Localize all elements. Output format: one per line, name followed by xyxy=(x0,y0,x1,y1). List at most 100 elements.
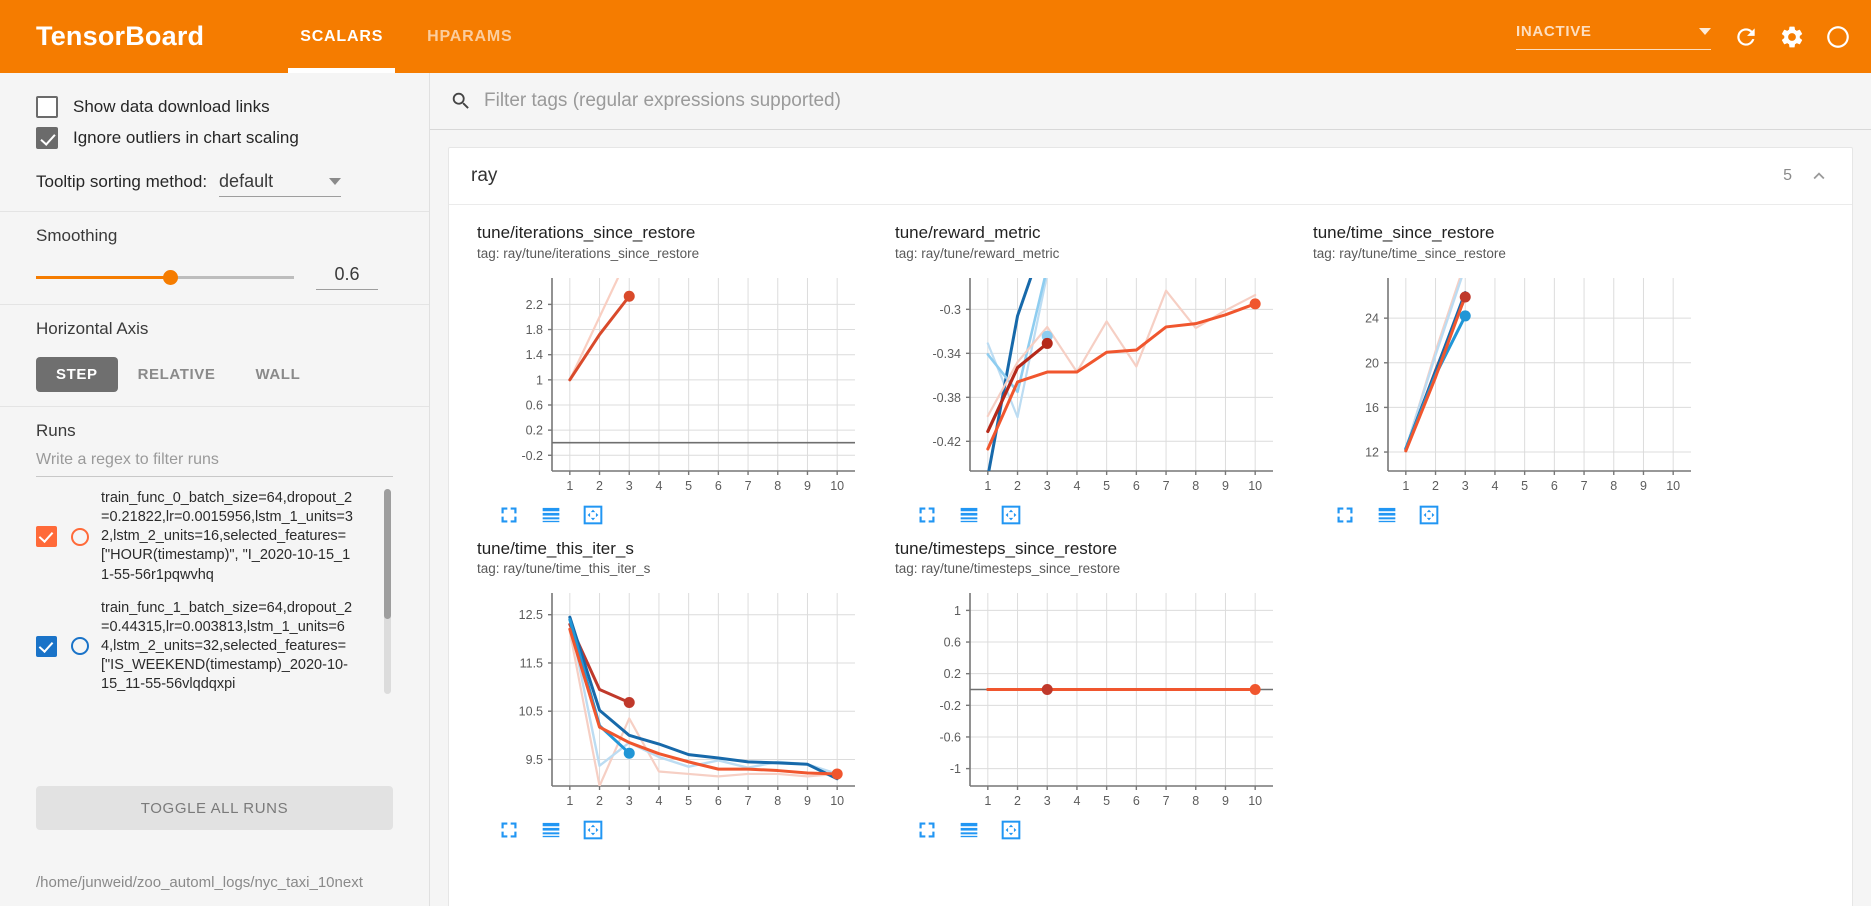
svg-text:2: 2 xyxy=(1014,794,1021,808)
refresh-button[interactable] xyxy=(1723,14,1769,60)
settings-button[interactable] xyxy=(1769,14,1815,60)
chevron-up-icon[interactable] xyxy=(1808,165,1830,187)
data-series-icon[interactable] xyxy=(1377,505,1397,525)
runs-filter-input[interactable]: Write a regex to filter runs xyxy=(36,451,393,477)
expand-icon[interactable] xyxy=(499,820,519,840)
run-state-selector[interactable]: INACTIVE xyxy=(1516,23,1711,50)
chart-plot[interactable]: -0.2 0.2 0.6 1 1.4 1.8 2.2 1 2 3 4 5 6 7 8 9 10 xyxy=(477,268,888,503)
smoothing-label: Smoothing xyxy=(36,226,118,245)
fit-domain-icon[interactable] xyxy=(583,820,603,840)
svg-text:0.6: 0.6 xyxy=(944,636,961,650)
show-download-links-checkbox[interactable] xyxy=(36,96,58,118)
svg-text:16: 16 xyxy=(1365,400,1379,414)
svg-text:1: 1 xyxy=(954,604,961,618)
expand-icon[interactable] xyxy=(917,505,937,525)
svg-text:6: 6 xyxy=(715,794,722,808)
main-panel: Filter tags (regular expressions support… xyxy=(430,73,1871,906)
svg-text:4: 4 xyxy=(1073,479,1080,493)
app-bar: TensorBoard SCALARS HPARAMS INACTIVE xyxy=(0,0,1871,73)
svg-text:2: 2 xyxy=(596,479,603,493)
svg-text:5: 5 xyxy=(1103,479,1110,493)
chart-tag: tag: ray/tune/iterations_since_restore xyxy=(477,245,700,261)
chart-grid: tune/iterations_since_restore tag: ray/tu… xyxy=(449,205,1852,854)
svg-text:-0.42: -0.42 xyxy=(933,434,962,448)
chevron-down-icon xyxy=(329,178,342,185)
runs-list[interactable]: train_func_0_batch_size=64,dropout_2=0.2… xyxy=(36,489,393,694)
svg-text:11.5: 11.5 xyxy=(520,657,543,671)
slider-thumb[interactable] xyxy=(163,270,179,285)
smoothing-slider[interactable] xyxy=(36,268,294,286)
chart-data-point xyxy=(1041,337,1053,349)
svg-text:2: 2 xyxy=(1432,479,1439,493)
expand-icon[interactable] xyxy=(917,820,937,840)
tab-scalars[interactable]: SCALARS xyxy=(278,0,405,73)
run-color-circle[interactable] xyxy=(71,527,89,546)
run-checkbox[interactable] xyxy=(36,635,57,657)
data-series-icon[interactable] xyxy=(541,820,561,840)
axis-option-relative[interactable]: RELATIVE xyxy=(137,366,216,383)
svg-text:-0.6: -0.6 xyxy=(939,731,961,745)
chart-title: tune/timesteps_since_restore xyxy=(895,538,1118,558)
tab-hparams[interactable]: HPARAMS xyxy=(405,0,534,73)
svg-text:0.2: 0.2 xyxy=(526,423,543,437)
horizontal-axis-label: Horizontal Axis xyxy=(36,319,149,338)
chart-title: tune/reward_metric xyxy=(895,223,1041,242)
chart-data-point xyxy=(623,290,635,302)
ignore-outliers-checkbox[interactable] xyxy=(36,127,58,149)
tag-group-header[interactable]: ray 5 xyxy=(449,148,1852,205)
run-checkbox[interactable] xyxy=(36,526,57,548)
tag-filter-input[interactable]: Filter tags (regular expressions support… xyxy=(484,90,841,111)
svg-text:3: 3 xyxy=(626,794,633,808)
ignore-outliers-row[interactable]: Ignore outliers in chart scaling xyxy=(36,127,393,149)
run-list-item[interactable]: train_func_0_batch_size=64,dropout_2=0.2… xyxy=(36,489,393,585)
chart-plot[interactable]: -0.42 -0.38 -0.34 -0.3 1 2 3 4 5 6 7 8 9 10 xyxy=(895,268,1306,503)
svg-text:5: 5 xyxy=(685,479,692,493)
svg-text:-0.34: -0.34 xyxy=(933,346,962,360)
chart-series-line xyxy=(568,630,839,787)
svg-text:5: 5 xyxy=(685,794,692,808)
run-controls xyxy=(36,526,89,548)
tag-group-card: ray 5 tune/iterations_since_restore tag: … xyxy=(448,147,1853,906)
svg-text:1: 1 xyxy=(536,373,543,387)
toggle-all-runs-button[interactable]: TOGGLE ALL RUNS xyxy=(36,786,393,830)
fit-domain-icon[interactable] xyxy=(1419,505,1439,525)
runs-scrollbar-thumb[interactable] xyxy=(384,489,391,619)
chart-series-line xyxy=(1404,277,1463,450)
slider-fill xyxy=(36,276,171,279)
chart-data-point xyxy=(1459,291,1471,303)
smoothing-value[interactable]: 0.6 xyxy=(316,264,378,290)
run-color-circle[interactable] xyxy=(71,637,89,656)
chart-data-point xyxy=(831,768,843,780)
data-series-icon[interactable] xyxy=(541,505,561,525)
chart-plot[interactable]: -1 -0.6 -0.2 0.2 0.6 1 1 2 3 4 5 6 7 8 9 10 xyxy=(895,583,1306,818)
tag-filter-bar[interactable]: Filter tags (regular expressions support… xyxy=(430,73,1871,130)
expand-icon[interactable] xyxy=(1335,505,1355,525)
show-download-links-row[interactable]: Show data download links xyxy=(36,96,393,118)
svg-text:10: 10 xyxy=(1666,479,1680,493)
chart-data-point xyxy=(623,697,635,709)
fit-domain-icon[interactable] xyxy=(583,505,603,525)
svg-text:7: 7 xyxy=(745,794,752,808)
fit-domain-icon[interactable] xyxy=(1001,505,1021,525)
data-series-icon[interactable] xyxy=(959,505,979,525)
expand-icon[interactable] xyxy=(499,505,519,525)
tooltip-sorting-select[interactable]: default xyxy=(219,171,342,197)
chart-title: tune/time_since_restore xyxy=(1313,223,1495,242)
svg-text:-0.3: -0.3 xyxy=(939,302,961,316)
tag-group-title: ray xyxy=(471,165,498,186)
svg-text:3: 3 xyxy=(1462,479,1469,493)
svg-text:2.2: 2.2 xyxy=(526,297,543,311)
chart-data-point xyxy=(1249,684,1261,696)
fit-domain-icon[interactable] xyxy=(1001,820,1021,840)
axis-option-step[interactable]: STEP xyxy=(36,357,118,392)
run-list-item[interactable]: train_func_1_batch_size=64,dropout_2=0.4… xyxy=(36,599,393,694)
app-bar-actions: INACTIVE xyxy=(1516,0,1861,73)
help-button[interactable] xyxy=(1815,14,1861,60)
svg-text:6: 6 xyxy=(1133,794,1140,808)
chart-plot[interactable]: 12 16 20 24 1 2 3 4 5 6 7 8 9 10 xyxy=(1313,268,1724,503)
axis-option-wall[interactable]: WALL xyxy=(255,366,301,383)
run-name: train_func_0_batch_size=64,dropout_2=0.2… xyxy=(101,490,353,583)
data-series-icon[interactable] xyxy=(959,820,979,840)
chart-toolbar xyxy=(1313,505,1724,525)
chart-plot[interactable]: 9.5 10.5 11.5 12.5 1 2 3 4 5 6 7 8 9 10 xyxy=(477,583,888,818)
